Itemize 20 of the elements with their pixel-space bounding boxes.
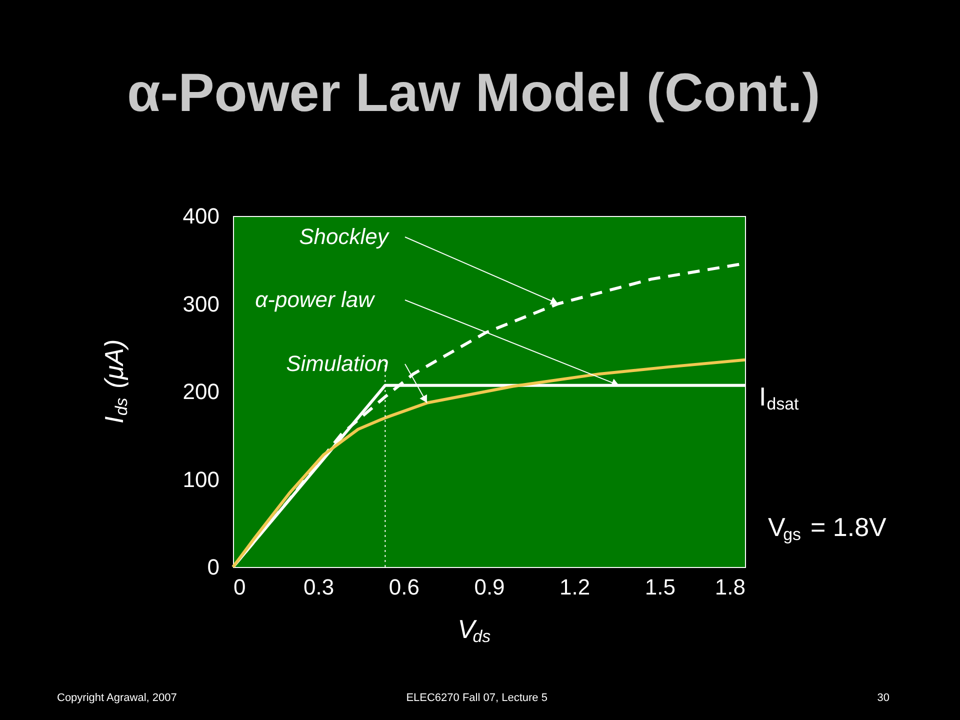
x-tick-label: 0.9 (474, 574, 505, 600)
x-tick-label: 1.5 (644, 574, 676, 600)
y-tick-label: 300 (182, 291, 220, 316)
text: 30 (877, 692, 890, 704)
y-tick-label: 0 (207, 554, 220, 580)
x-tick-label: 1.8 (714, 574, 746, 600)
y-tick-label: 200 (182, 379, 220, 404)
x-tick-label: 1.2 (560, 574, 590, 600)
x-tick-label: 0.6 (388, 574, 420, 600)
chart-title: α-Power Law Model (Cont.) (127, 63, 820, 123)
x-tick-label: 0 (234, 574, 246, 600)
text: Copyright Agrawal, 2007 (57, 692, 177, 704)
annotation: Shockley (299, 224, 390, 249)
y-axis-title: Ids (μA) (99, 339, 131, 424)
y-tick-label: 400 (182, 204, 220, 228)
x-tick-label: 0.3 (304, 574, 334, 600)
y-tick-label: 100 (182, 466, 220, 492)
text: ELEC6270 Fall 07, Lecture 5 (406, 692, 548, 704)
annotation: Simulation (286, 351, 389, 376)
annotation: α-power law (255, 287, 376, 312)
